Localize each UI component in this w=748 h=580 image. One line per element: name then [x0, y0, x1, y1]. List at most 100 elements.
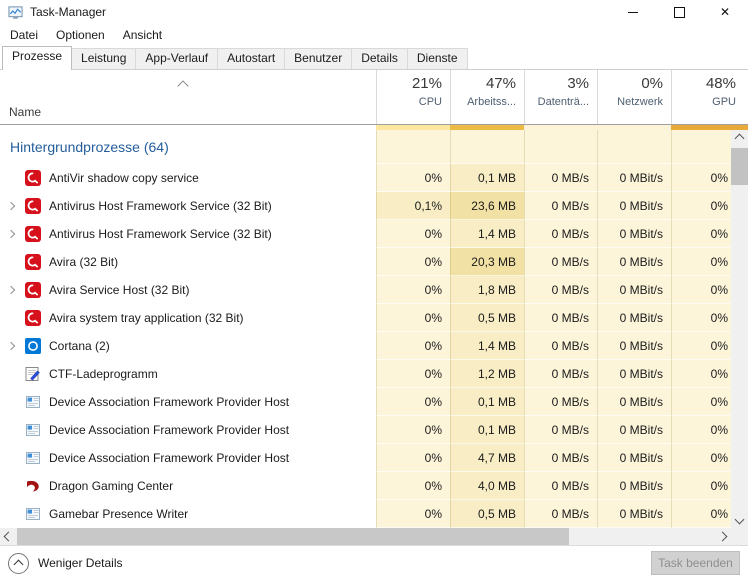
column-usage-value: 0%: [641, 75, 663, 92]
process-row[interactable]: Device Association Framework Provider Ho…: [0, 444, 731, 472]
process-row[interactable]: Cortana (2) 0% 1,4 MB 0 MB/s 0 MBit/s 0%: [0, 332, 731, 360]
footer-bar: Weniger Details Task beenden: [0, 545, 748, 580]
gpu-cell: 0%: [671, 220, 731, 248]
memory-cell: 0,1 MB: [450, 388, 524, 416]
disk-cell: 0 MB/s: [524, 360, 597, 388]
memory-cell: 1,2 MB: [450, 360, 524, 388]
network-cell: 0 MBit/s: [597, 164, 671, 192]
heat-strip-name-segment: [0, 125, 376, 130]
tab-autostart[interactable]: Autostart: [217, 48, 286, 69]
column-label: Arbeitss...: [467, 96, 516, 108]
sort-ascending-icon: [177, 80, 189, 92]
expand-toggle[interactable]: [6, 285, 25, 295]
memory-cell: 23,6 MB: [450, 192, 524, 220]
chevron-right-icon: [6, 341, 16, 351]
gpu-cell: [671, 130, 731, 164]
gpu-cell: 0%: [671, 444, 731, 472]
memory-cell: 4,0 MB: [450, 472, 524, 500]
close-button[interactable]: ✕: [702, 0, 748, 24]
gpu-cell: 0%: [671, 332, 731, 360]
minimize-icon: [628, 11, 638, 13]
column-usage-value: 3%: [567, 75, 589, 92]
expand-toggle[interactable]: [6, 201, 25, 211]
network-cell: 0 MBit/s: [597, 444, 671, 472]
column-header-datentr[interactable]: 3% Datenträ...: [524, 70, 597, 124]
scroll-up-button[interactable]: [731, 130, 748, 147]
heat-strip-segment: [450, 125, 524, 130]
cpu-cell: 0%: [376, 220, 450, 248]
disk-cell: 0 MB/s: [524, 220, 597, 248]
process-row[interactable]: Device Association Framework Provider Ho…: [0, 416, 731, 444]
avira-icon: [25, 170, 41, 186]
cpu-cell: 0,1%: [376, 192, 450, 220]
network-cell: 0 MBit/s: [597, 276, 671, 304]
end-task-button[interactable]: Task beenden: [651, 551, 740, 575]
network-cell: 0 MBit/s: [597, 416, 671, 444]
process-row[interactable]: Gamebar Presence Writer 0% 0,5 MB 0 MB/s 0 M…: [0, 500, 731, 528]
tab-leistung[interactable]: Leistung: [71, 48, 137, 69]
process-row[interactable]: Avira (32 Bit) 0% 20,3 MB 0 MB/s 0 MBit/s 0%: [0, 248, 731, 276]
process-name-cell: Dragon Gaming Center: [0, 472, 376, 500]
horizontal-scrollbar-thumb[interactable]: [17, 528, 569, 545]
horizontal-scrollbar[interactable]: [0, 528, 748, 545]
scroll-down-button[interactable]: [731, 511, 748, 528]
cpu-cell: 0%: [376, 304, 450, 332]
tab-app-verlauf[interactable]: App-Verlauf: [135, 48, 219, 69]
value-column-headers: 21% CPU 47% Arbeitss... 3% Datenträ... 0% Netzw…: [376, 70, 748, 124]
tab-prozesse[interactable]: Prozesse: [2, 46, 73, 70]
network-cell: 0 MBit/s: [597, 192, 671, 220]
fewer-details-toggle[interactable]: Weniger Details: [8, 552, 122, 574]
expand-toggle[interactable]: [6, 229, 25, 239]
group-header-label: Hintergrundprozesse (64): [10, 139, 169, 155]
process-row[interactable]: Antivirus Host Framework Service (32 Bit…: [0, 220, 731, 248]
memory-cell: 0,5 MB: [450, 500, 524, 528]
tab-details[interactable]: Details: [351, 48, 408, 69]
memory-cell: 20,3 MB: [450, 248, 524, 276]
process-name: Device Association Framework Provider Ho…: [49, 395, 290, 409]
memory-cell: [450, 130, 524, 164]
group-header-row[interactable]: Hintergrundprozesse (64): [0, 130, 731, 164]
gpu-cell: 0%: [671, 164, 731, 192]
process-row[interactable]: Dragon Gaming Center 0% 4,0 MB 0 MB/s 0 MBit…: [0, 472, 731, 500]
cpu-cell: 0%: [376, 164, 450, 192]
cpu-cell: 0%: [376, 444, 450, 472]
menu-item-datei[interactable]: Datei: [10, 27, 39, 42]
vertical-scrollbar-thumb[interactable]: [731, 148, 748, 185]
window-icon: [25, 422, 41, 438]
column-label: Netzwerk: [617, 96, 663, 108]
column-header-gpu[interactable]: 48% GPU: [671, 70, 748, 124]
process-row[interactable]: Avira Service Host (32 Bit) 0% 1,8 MB 0 MB/…: [0, 276, 731, 304]
expand-toggle[interactable]: [6, 341, 25, 351]
scroll-right-button[interactable]: [714, 528, 731, 545]
tab-dienste[interactable]: Dienste: [406, 48, 468, 69]
disk-cell: 0 MB/s: [524, 332, 597, 360]
column-header-arbeitss[interactable]: 47% Arbeitss...: [450, 70, 524, 124]
menu-bar: Datei Optionen Ansicht: [0, 24, 748, 46]
collapse-circle-icon: [8, 552, 29, 574]
process-row[interactable]: Avira system tray application (32 Bit) 0%…: [0, 304, 731, 332]
column-header-name[interactable]: Name: [0, 70, 376, 124]
process-name: Gamebar Presence Writer: [49, 507, 189, 521]
disk-cell: 0 MB/s: [524, 248, 597, 276]
window-icon: [25, 506, 41, 522]
process-row[interactable]: Antivirus Host Framework Service (32 Bit…: [0, 192, 731, 220]
vertical-scrollbar[interactable]: [731, 130, 748, 528]
scroll-left-button[interactable]: [0, 528, 17, 545]
column-usage-value: 48%: [705, 75, 736, 92]
window-icon: [25, 450, 41, 466]
tab-benutzer[interactable]: Benutzer: [284, 48, 353, 69]
maximize-icon: [673, 6, 685, 18]
column-header-netzwerk[interactable]: 0% Netzwerk: [597, 70, 671, 124]
process-row[interactable]: Device Association Framework Provider Ho…: [0, 388, 731, 416]
process-row[interactable]: CTF-Ladeprogramm 0% 1,2 MB 0 MB/s 0 MBit/s 0%: [0, 360, 731, 388]
maximize-button[interactable]: [656, 0, 702, 24]
process-row[interactable]: AntiVir shadow copy service 0% 0,1 MB 0 MB/…: [0, 164, 731, 192]
column-header-cpu[interactable]: 21% CPU: [376, 70, 450, 124]
network-cell: 0 MBit/s: [597, 248, 671, 276]
menu-item-ansicht[interactable]: Ansicht: [122, 27, 163, 42]
process-table-body: Hintergrundprozesse (64) AntiVir shadow c…: [0, 130, 731, 528]
chevron-right-icon: [717, 531, 728, 542]
process-name-cell: Cortana (2): [0, 332, 376, 360]
menu-item-optionen[interactable]: Optionen: [56, 27, 105, 42]
minimize-button[interactable]: [610, 0, 656, 24]
